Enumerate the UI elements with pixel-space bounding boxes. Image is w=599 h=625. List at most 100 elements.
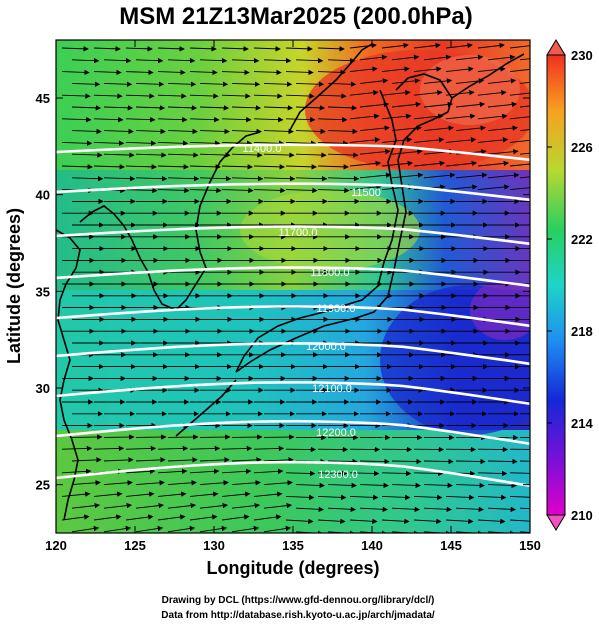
- y-tick-label: 35: [36, 284, 50, 299]
- wind-arrow: [61, 140, 93, 146]
- height-contour: [56, 305, 530, 328]
- x-axis-ticks: 120 125 130 135 140 145 150: [45, 40, 541, 553]
- wind-arrow: [509, 187, 530, 191]
- wind-arrow: [71, 457, 102, 463]
- wind-arrow: [199, 457, 230, 463]
- wind-arrow: [477, 137, 509, 143]
- wind-arrow: [135, 152, 167, 158]
- wind-arrow: [263, 502, 293, 509]
- wind-arrow: [61, 46, 89, 52]
- wind-arrow: [327, 152, 359, 158]
- wind-arrow: [167, 128, 198, 135]
- wind-arrow: [253, 187, 286, 194]
- wind-arrow: [413, 137, 445, 143]
- wind-arrow: [391, 458, 422, 465]
- wind-arrow: [253, 468, 284, 475]
- wind-arrow: [519, 105, 530, 108]
- wind-arrow: [263, 525, 292, 533]
- wind-arrow: [61, 69, 90, 76]
- wind-arrow: [445, 66, 474, 73]
- wind-arrow: [359, 172, 392, 179]
- wind-arrow: [359, 125, 390, 132]
- height-contour: [56, 380, 530, 406]
- wind-arrow: [231, 175, 264, 182]
- wind-arrow: [295, 152, 327, 158]
- contour-label: 12200.0: [316, 427, 356, 439]
- x-tick-label: 150: [519, 538, 541, 553]
- wind-arrow: [231, 128, 262, 135]
- wind-arrow: [519, 460, 530, 462]
- wind-arrow: [455, 78, 485, 84]
- height-contours: [56, 143, 530, 488]
- wind-arrow: [93, 46, 121, 52]
- wind-arrow: [509, 92, 530, 96]
- wind-arrow: [199, 128, 230, 135]
- wind-arrow: [71, 525, 100, 533]
- wind-arrow: [391, 506, 421, 513]
- wind-arrow: [221, 187, 254, 194]
- wind-arrow: [125, 93, 155, 99]
- wind-arrow: [477, 184, 510, 191]
- wind-arrow: [199, 480, 229, 486]
- wind-arrow: [61, 445, 93, 452]
- wind-arrow: [263, 175, 296, 182]
- wind-arrow: [487, 78, 517, 84]
- wind-arrow: [231, 81, 261, 87]
- wind-arrow: [61, 93, 91, 99]
- wind-arrow: [317, 518, 346, 524]
- contour-label: 12000.0: [306, 341, 346, 353]
- wind-arrow: [381, 494, 411, 501]
- x-axis-label: Longitude (degrees): [206, 558, 379, 578]
- wind-arrow: [221, 69, 250, 76]
- colorbar-tick-label: 214: [571, 416, 593, 431]
- wind-arrow: [135, 128, 166, 135]
- colorbar-tick-label: 222: [571, 232, 593, 247]
- wind-arrow: [381, 113, 412, 120]
- wind-arrow: [391, 148, 423, 155]
- wind-arrow: [103, 81, 133, 87]
- wind-arrow: [135, 175, 168, 182]
- wind-arrow: [327, 482, 357, 489]
- wind-arrow: [413, 42, 441, 49]
- height-contour: [56, 460, 530, 488]
- wind-arrow: [167, 81, 197, 87]
- wind-arrow: [413, 160, 446, 167]
- wind-arrow: [285, 46, 313, 52]
- wind-arrow: [189, 445, 221, 452]
- wind-arrow: [317, 93, 347, 99]
- wind-arrow: [317, 69, 346, 76]
- colorbar-scale: [546, 54, 566, 516]
- wind-arrow: [221, 445, 253, 452]
- wind-arrow: [125, 46, 153, 52]
- wind-arrow: [221, 491, 251, 497]
- wind-arrow: [167, 57, 196, 64]
- wind-arrow: [157, 164, 190, 170]
- wind-arrow: [189, 164, 222, 170]
- wind-arrow: [349, 184, 382, 191]
- wind-arrow: [423, 54, 452, 61]
- wind-arrow: [125, 164, 158, 170]
- wind-arrow: [135, 525, 164, 533]
- wind-arrow: [285, 187, 318, 194]
- wind-arrow: [103, 502, 133, 509]
- wind-arrow: [381, 160, 414, 167]
- wind-arrow: [253, 445, 285, 452]
- wind-arrow: [445, 518, 474, 524]
- wind-arrow: [317, 164, 350, 170]
- wind-arrow: [103, 525, 132, 533]
- wind-arrow: [509, 163, 530, 167]
- coast-japan: [235, 43, 453, 373]
- wind-arrow: [157, 93, 187, 99]
- wind-arrow: [71, 502, 101, 509]
- wind-arrow: [349, 137, 381, 143]
- wind-arrow: [327, 105, 358, 111]
- wind-arrow: [135, 105, 166, 111]
- wind-arrow: [157, 116, 188, 123]
- wind-arrow: [221, 140, 253, 146]
- wind-arrow: [423, 172, 456, 179]
- wind-arrow: [157, 69, 186, 76]
- wind-arrow: [103, 152, 135, 158]
- wind-arrow: [391, 54, 420, 61]
- wind-arrow: [253, 93, 283, 99]
- wind-arrow: [477, 470, 508, 477]
